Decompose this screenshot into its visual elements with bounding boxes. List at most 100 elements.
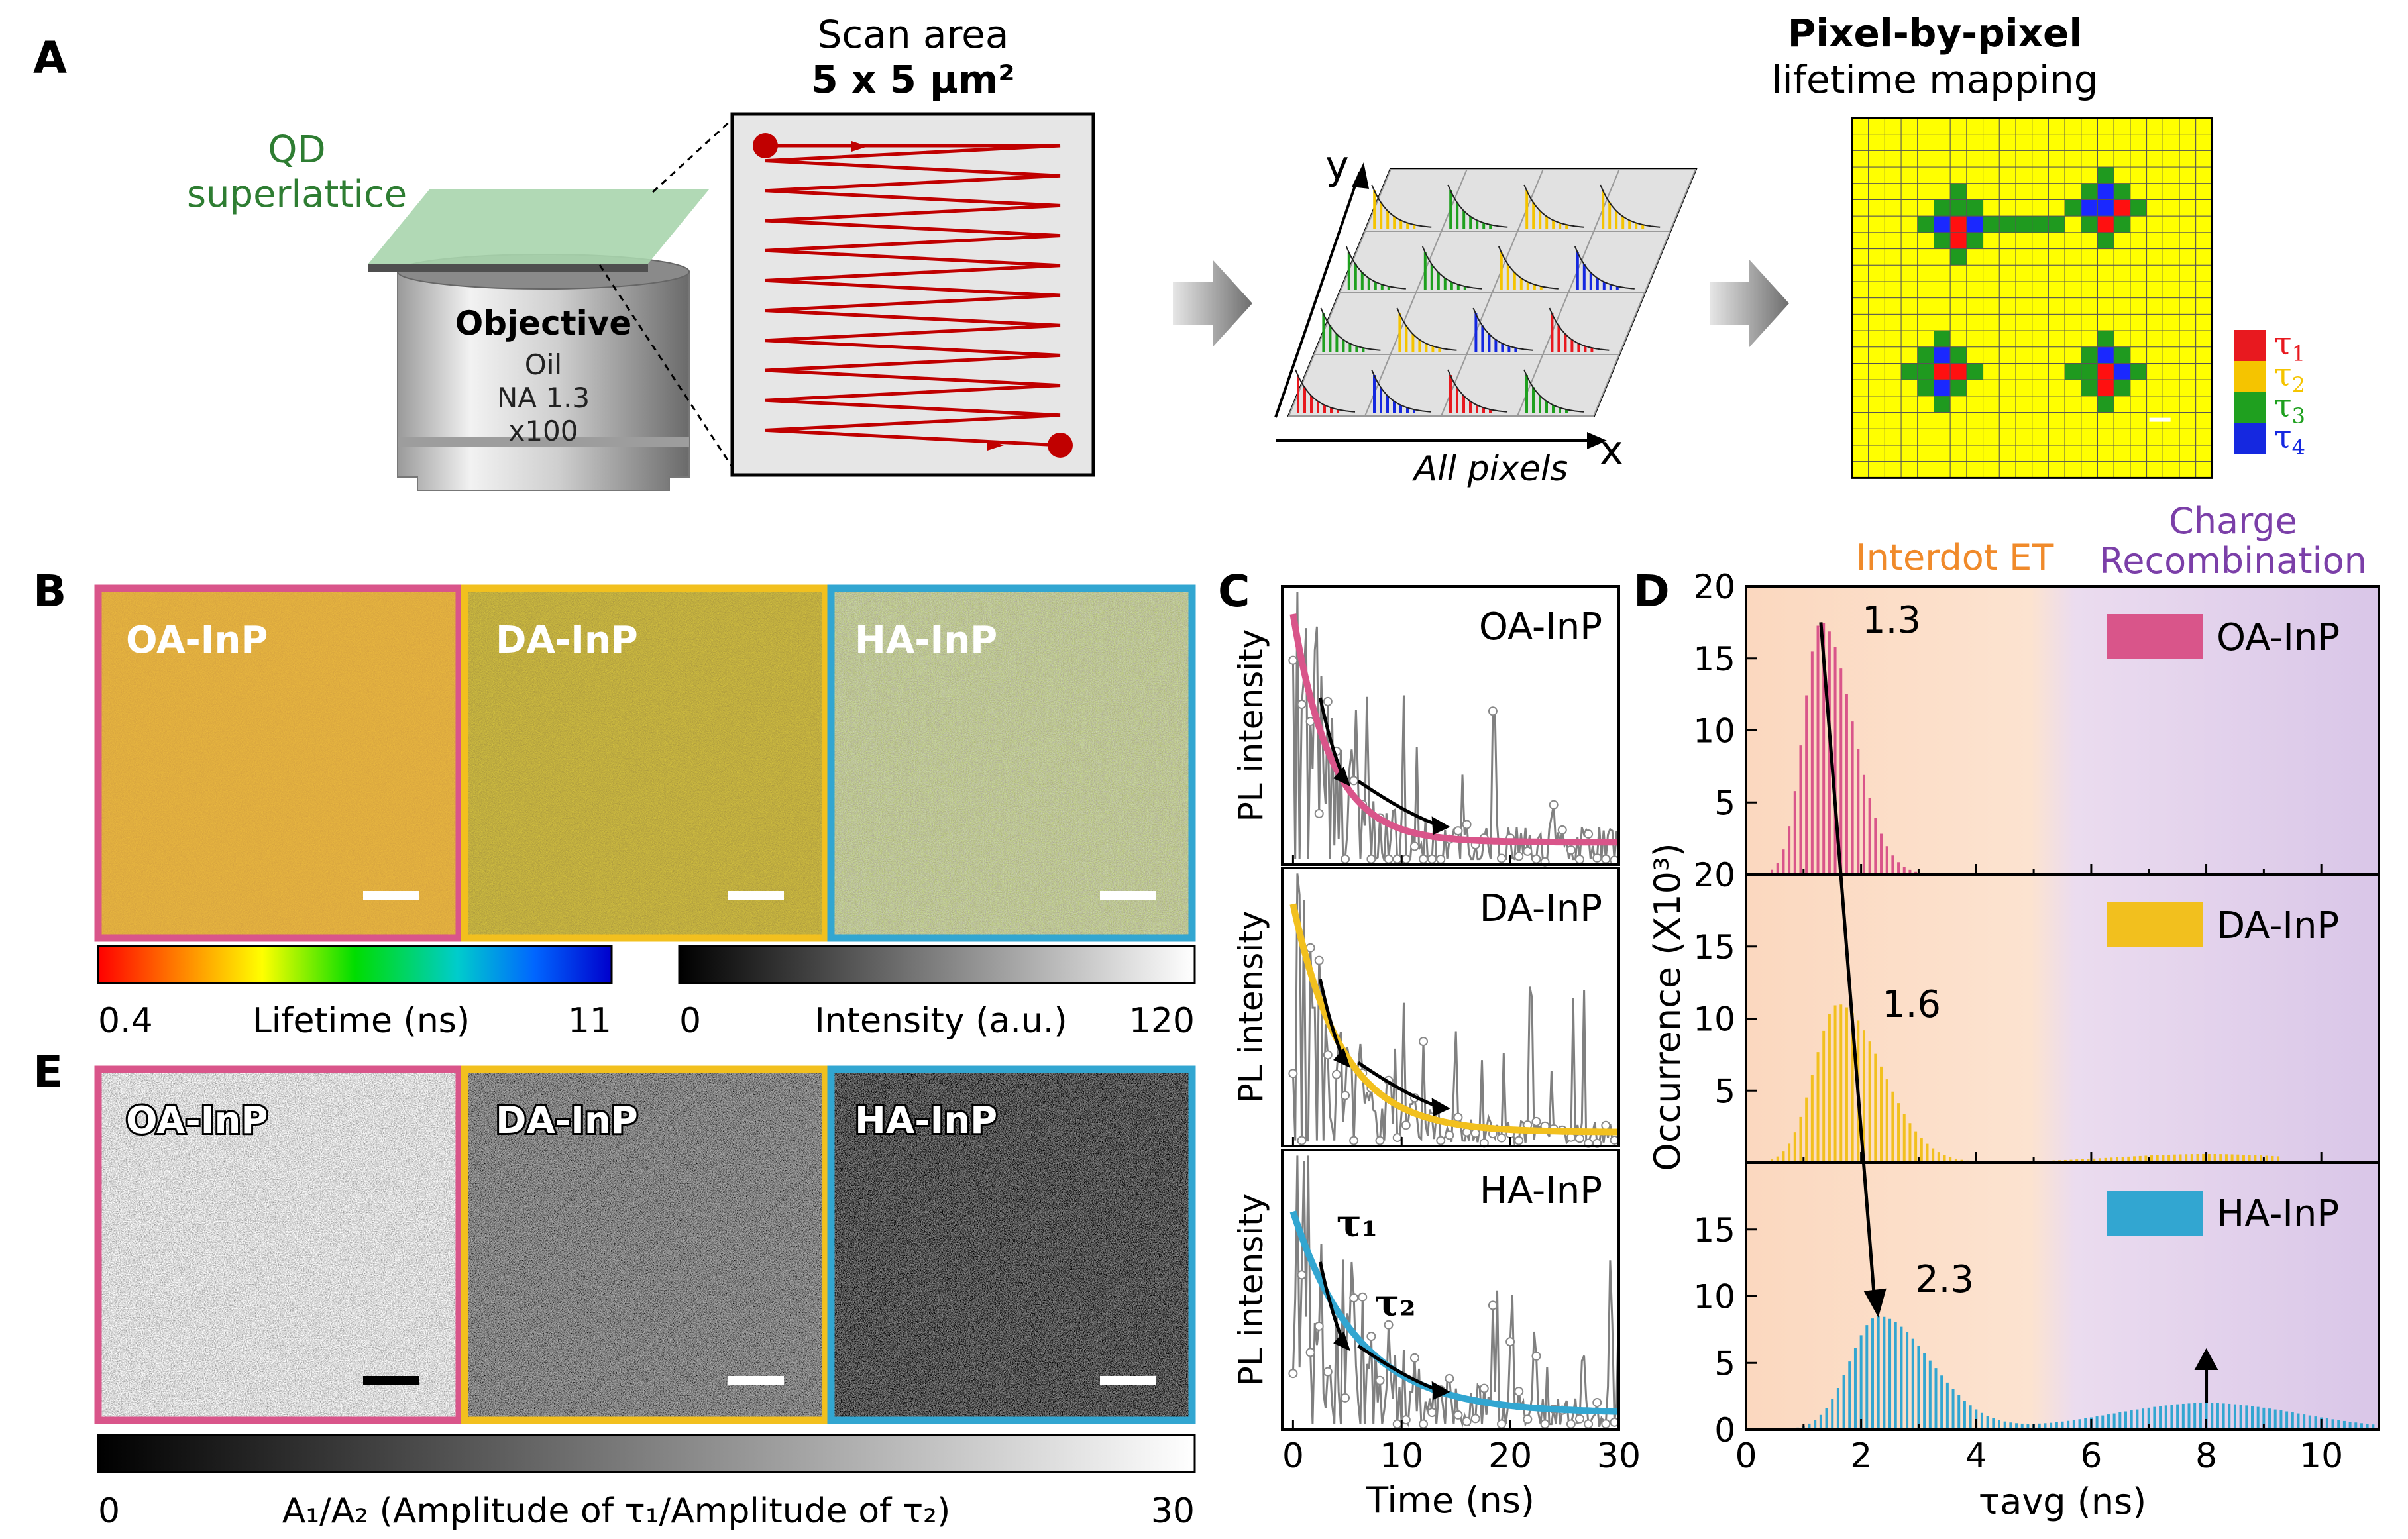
lifetime-map-pixel [2081,313,2099,331]
lifetime-map-pixel [1983,183,2000,200]
lifetime-map-pixel [2097,150,2114,168]
lifetime-map-pixel [2179,330,2197,348]
lifetime-map-pixel [1900,379,1918,397]
lifetime-map-pixel [1998,461,2016,478]
tau-legend-label: τ4 [2274,419,2305,460]
lifetime-map-pixel [1900,428,1918,446]
lifetime-map-pixel [1884,412,1902,429]
pl-raw-data-point [1601,1419,1611,1429]
scan-end-dot [1048,433,1073,458]
lifetime-map-pixel [1949,428,1967,446]
lifetime-map-pixel [2146,379,2163,397]
lifetime-map-pixel [1868,150,1885,168]
lifetime-map-pixel [2195,297,2213,315]
pl-series-label: DA-InP [1480,887,1602,930]
histogram-y-tick-label: 10 [1693,712,1735,751]
flim-image-oa: OA-InP [94,584,463,942]
lifetime-map-pixel [2162,248,2180,266]
pl-raw-data-point [1557,825,1567,835]
lifetime-map-pixel [1868,412,1885,429]
lifetime-map-pixel [1884,313,1902,331]
lifetime-map-pixel [1917,330,1935,348]
lifetime-map-pixel [2113,396,2131,413]
ratio-bar-min: 0 [98,1491,120,1531]
lifetime-map-pixel [1917,346,1935,364]
lifetime-map-pixel [1851,445,1869,462]
lifetime-map-pixel [1983,379,2000,397]
lifetime-map-pixel [1998,396,2016,413]
tau-legend-label: τ1 [2274,325,2305,366]
lifetime-map-pixel [1917,396,1935,413]
lifetime-map-pixel [2113,232,2131,250]
lifetime-map-pixel [1949,330,1967,348]
lifetime-map-pixel [2195,363,2213,380]
lifetime-map-pixel [1934,134,1951,151]
lifetime-map-pixel [1851,117,1869,135]
objective-line-na: NA 1.3 [497,382,590,414]
pl-raw-data-point [1566,1419,1576,1429]
lifetime-map-pixel [1900,117,1918,135]
histogram-x-tick-label: 6 [2080,1436,2102,1476]
lifetime-map-pixel [1884,363,1902,380]
histogram-y-tick-label: 15 [1693,1211,1735,1249]
pl-raw-data-point [1419,854,1429,864]
lifetime-map-pixel [2195,150,2213,168]
ratio-image-oa-label: OA-InP [126,1099,268,1142]
lifetime-map-pixel [1917,232,1935,250]
tau-legend-swatch [2234,330,2266,361]
tau-legend-label: τ3 [2274,388,2305,429]
lifetime-map-pixel [2097,183,2114,200]
lifetime-map-pixel [1900,297,1918,315]
lifetime-map-pixel [2064,117,2082,135]
histogram-y-tick-label: 10 [1693,1278,1735,1316]
lifetime-map-pixel [1884,134,1902,151]
lifetime-map-pixel [1884,183,1902,200]
lifetime-map-pixel [2130,461,2148,478]
all-pixels-label: All pixels [1412,449,1568,489]
pl-raw-data-point [1409,1353,1419,1363]
lifetime-map-pixel [2195,330,2213,348]
panel-label-e: E [33,1046,63,1097]
lifetime-map-pixel [2015,166,2033,184]
lifetime-map-pixel [1949,445,1967,462]
lifetime-map-pixel [2032,297,2049,315]
lifetime-map-pixel [1868,264,1885,282]
lifetime-map-grid [1851,117,2213,479]
lifetime-bar-max: 11 [568,1001,612,1041]
lifetime-map-pixel [2195,445,2213,462]
pl-y-axis-label: PL intensity [1232,911,1270,1104]
lifetime-map-pixel [2179,215,2197,233]
lifetime-map-pixel [1983,297,2000,315]
lifetime-map-pixel [1966,346,1984,364]
lifetime-map-pixel [2081,346,2099,364]
lifetime-map-pixel [2032,445,2049,462]
lifetime-map-pixel [2146,150,2163,168]
lifetime-map-pixel [1966,134,1984,151]
pl-fit-curve [1289,613,1619,846]
lifetime-map-pixel [1851,232,1869,250]
pl-raw-data-point [1366,854,1376,864]
lifetime-map-pixel [1900,150,1918,168]
lifetime-map-pixel [1868,215,1885,233]
histogram-legend-swatch [2107,1191,2203,1236]
pl-raw-data-point [1314,808,1324,818]
lifetime-map-pixel [2032,248,2049,266]
lifetime-map-pixel [2015,215,2033,233]
lifetime-map-pixel [2015,117,2033,135]
lifetime-map-pixel [2162,199,2180,217]
lifetime-map-pixel [2146,445,2163,462]
pl-x-tick-label: 0 [1282,1436,1304,1476]
lifetime-map-pixel [1900,232,1918,250]
lifetime-map-pixel [1868,281,1885,299]
lifetime-map-pixel [2146,166,2163,184]
lifetime-map-pixel [2130,412,2148,429]
lifetime-map-pixel [2179,264,2197,282]
lifetime-map-pixel [1949,215,1967,233]
lifetime-map-pixel [2162,297,2180,315]
lifetime-map-pixel [2097,215,2114,233]
pl-series-label: OA-InP [1479,606,1602,649]
histogram-y-tick-label: 0 [1714,1411,1735,1450]
lifetime-map-pixel [2162,363,2180,380]
lifetime-map-pixel [2097,363,2114,380]
intensity-bar-label: Intensity (a.u.) [814,1001,1067,1041]
